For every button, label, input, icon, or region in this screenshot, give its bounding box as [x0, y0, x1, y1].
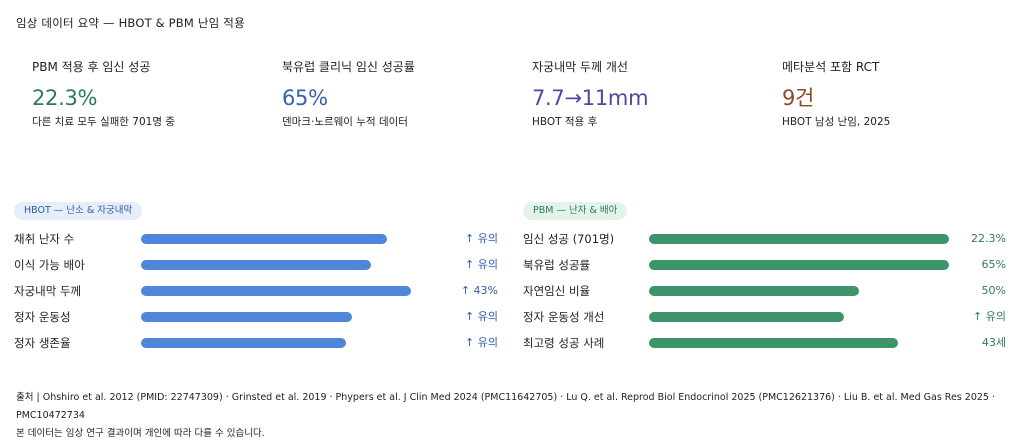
hbot-row: 채취 난자 수 ↑ 유의 — [14, 226, 498, 252]
footer-sources: 출처 | Ohshiro et al. 2012 (PMID: 22747309… — [16, 389, 1016, 443]
footer-disclaimer: 본 데이터는 임상 연구 결과이며 개인에 따라 다를 수 있습니다. — [16, 428, 265, 439]
stat-card-nordic-success: 북유럽 클리닉 임신 성공률 65% 덴마크·노르웨이 누적 데이터 — [282, 58, 522, 129]
pbm-bar-track — [649, 312, 949, 322]
pbm-row-value: 50% — [981, 284, 1006, 297]
hbot-tag: HBOT — 난소 & 자궁내막 — [14, 202, 143, 220]
hbot-bar-fill — [141, 260, 371, 270]
hbot-row-value: ↑ 43% — [460, 284, 498, 297]
hbot-row: 정자 생존율 ↑ 유의 — [14, 330, 498, 356]
footer-citations: 출처 | Ohshiro et al. 2012 (PMID: 22747309… — [16, 392, 995, 421]
stat-subtext: HBOT 적용 후 — [532, 116, 598, 128]
pbm-tag: PBM — 난자 & 배아 — [523, 202, 628, 220]
pbm-row: 자연임신 비율 50% — [523, 278, 1006, 304]
hbot-panel: HBOT — 난소 & 자궁내막 채취 난자 수 ↑ 유의 이식 가능 배아 ↑ 유의… — [14, 198, 498, 356]
hbot-row-value: ↑ 유의 — [465, 258, 498, 271]
pbm-bar-fill — [649, 260, 949, 270]
stat-subtext: 다른 치료 모두 실패한 701명 중 — [32, 116, 175, 128]
hbot-row-label: 채취 난자 수 — [14, 232, 75, 246]
pbm-rows: 임신 성공 (701명) 22.3% 북유럽 성공률 65% 자연임신 비율 50% 정자 … — [523, 226, 1006, 356]
stat-card-pbm-pregnancy: PBM 적용 후 임신 성공 22.3% 다른 치료 모두 실패한 701명 중 — [32, 58, 272, 129]
hbot-bar-track — [141, 234, 411, 244]
pbm-row: 북유럽 성공률 65% — [523, 252, 1006, 278]
hbot-row-label: 자궁내막 두께 — [14, 284, 82, 298]
pbm-bar-fill — [649, 312, 844, 322]
stat-value: 7.7→11mm — [532, 86, 649, 110]
pbm-panel: PBM — 난자 & 배아 임신 성공 (701명) 22.3% 북유럽 성공률 65… — [523, 198, 1006, 356]
pbm-row: 임신 성공 (701명) 22.3% — [523, 226, 1006, 252]
pbm-bar-track — [649, 234, 949, 244]
pbm-row-value: 43세 — [981, 336, 1006, 349]
stat-subtext: HBOT 남성 난임, 2025 — [782, 116, 891, 128]
pbm-row-value: ↑ 유의 — [973, 310, 1006, 323]
stat-label: 자궁내막 두께 개선 — [532, 60, 628, 74]
hbot-row: 이식 가능 배아 ↑ 유의 — [14, 252, 498, 278]
pbm-row-value: 65% — [981, 258, 1006, 271]
pbm-bar-fill — [649, 234, 949, 244]
pbm-row-label: 최고령 성공 사례 — [523, 336, 605, 350]
hbot-bar-fill — [141, 234, 387, 244]
hbot-row-value: ↑ 유의 — [465, 310, 498, 323]
stat-label: 북유럽 클리닉 임신 성공률 — [282, 60, 415, 74]
pbm-row: 최고령 성공 사례 43세 — [523, 330, 1006, 356]
pbm-bar-track — [649, 338, 949, 348]
pbm-bar-track — [649, 260, 949, 270]
pbm-row-label: 정자 운동성 개선 — [523, 310, 605, 324]
stat-subtext: 덴마크·노르웨이 누적 데이터 — [282, 116, 408, 128]
stats-row: PBM 적용 후 임신 성공 22.3% 다른 치료 모두 실패한 701명 중… — [0, 58, 1024, 128]
hbot-bar-fill — [141, 312, 352, 322]
hbot-bar-track — [141, 260, 411, 270]
hbot-bar-track — [141, 338, 411, 348]
stat-value: 22.3% — [32, 86, 98, 110]
stat-label: 메타분석 포함 RCT — [782, 60, 880, 74]
hbot-bar-track — [141, 312, 411, 322]
hbot-row-value: ↑ 유의 — [465, 232, 498, 245]
stat-card-meta-rct: 메타분석 포함 RCT 9건 HBOT 남성 난임, 2025 — [782, 58, 1022, 129]
pbm-row-value: 22.3% — [971, 232, 1006, 245]
hbot-row: 정자 운동성 ↑ 유의 — [14, 304, 498, 330]
hbot-bar-track — [141, 286, 411, 296]
hbot-rows: 채취 난자 수 ↑ 유의 이식 가능 배아 ↑ 유의 자궁내막 두께 ↑ 43% 정자 운동… — [14, 226, 498, 356]
pbm-bar-fill — [649, 286, 859, 296]
pbm-row-label: 자연임신 비율 — [523, 284, 591, 298]
hbot-row: 자궁내막 두께 ↑ 43% — [14, 278, 498, 304]
pbm-row-label: 북유럽 성공률 — [523, 258, 591, 272]
pbm-bar-fill — [649, 338, 898, 348]
hbot-row-value: ↑ 유의 — [465, 336, 498, 349]
pbm-row-label: 임신 성공 (701명) — [523, 232, 615, 246]
pbm-bar-track — [649, 286, 949, 296]
hbot-bar-fill — [141, 286, 411, 296]
stat-value: 65% — [282, 86, 328, 110]
hbot-row-label: 정자 운동성 — [14, 310, 71, 324]
hbot-bar-fill — [141, 338, 347, 348]
hbot-row-label: 이식 가능 배아 — [14, 258, 85, 272]
stat-card-endometrium: 자궁내막 두께 개선 7.7→11mm HBOT 적용 후 — [532, 58, 772, 129]
pbm-row: 정자 운동성 개선 ↑ 유의 — [523, 304, 1006, 330]
stat-value: 9건 — [782, 86, 815, 110]
hbot-row-label: 정자 생존율 — [14, 336, 71, 350]
stat-label: PBM 적용 후 임신 성공 — [32, 60, 151, 74]
page-title: 임상 데이터 요약 — HBOT & PBM 난임 적용 — [16, 16, 245, 30]
